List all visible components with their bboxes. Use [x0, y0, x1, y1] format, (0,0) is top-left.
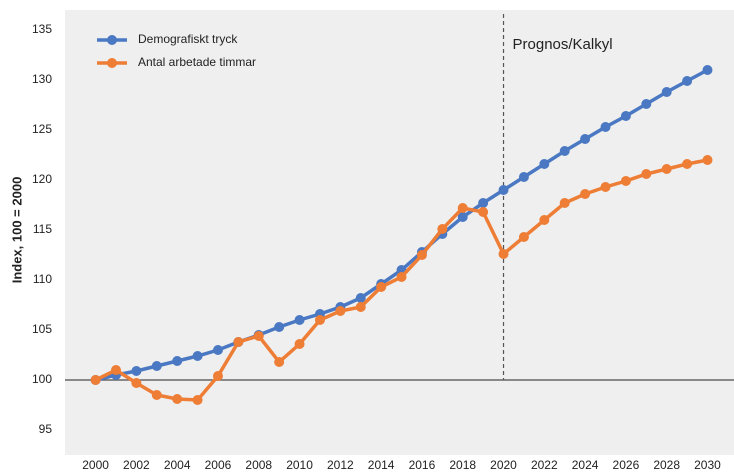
data-point [641, 99, 652, 109]
data-point [457, 212, 468, 222]
x-tick-label: 2016 [409, 458, 436, 472]
data-point [682, 159, 693, 169]
data-point [151, 361, 162, 371]
annotation: Prognos/Kalkyl [513, 36, 613, 53]
data-point [539, 159, 550, 169]
x-tick-label: 2012 [327, 458, 354, 472]
x-tick-label: 2028 [653, 458, 680, 472]
y-tick-label: 135 [32, 22, 52, 36]
x-tick-label: 2008 [245, 458, 272, 472]
x-tick-label: 2004 [164, 458, 191, 472]
y-tick-label: 95 [39, 422, 53, 436]
x-tick-label: 2030 [694, 458, 721, 472]
data-point [172, 356, 183, 366]
y-tick-label: 120 [32, 172, 52, 186]
data-point [682, 76, 693, 86]
data-point [314, 315, 325, 325]
data-point [274, 357, 285, 367]
data-point [620, 176, 631, 186]
data-point [539, 215, 550, 225]
data-point [233, 337, 244, 347]
data-point [192, 395, 203, 405]
y-tick-label: 110 [33, 272, 52, 286]
x-tick-label: 2022 [531, 458, 558, 472]
x-tick-label: 2018 [449, 458, 476, 472]
data-point [478, 207, 489, 217]
x-tick-label: 2024 [572, 458, 599, 472]
data-point [212, 345, 223, 355]
data-point [661, 164, 672, 174]
data-point [559, 146, 570, 156]
data-point [376, 282, 387, 292]
data-point [457, 203, 468, 213]
data-point [110, 365, 121, 375]
x-tick-label: 2020 [490, 458, 517, 472]
data-point [416, 250, 427, 260]
data-point [274, 322, 285, 332]
y-tick-label: 105 [32, 322, 52, 336]
y-tick-label: 130 [32, 72, 52, 86]
data-point [253, 331, 264, 341]
x-tick-label: 2002 [123, 458, 150, 472]
data-point [355, 293, 366, 303]
plot-background [65, 10, 734, 455]
y-tick-label: 115 [33, 222, 52, 236]
y-tick-label: 100 [32, 372, 52, 386]
data-point [478, 198, 489, 208]
x-tick-label: 2026 [613, 458, 640, 472]
y-axis-title: Index, 100 = 2000 [9, 177, 24, 284]
data-point [212, 371, 223, 381]
legend-marker [107, 35, 117, 45]
y-tick-label: 125 [32, 122, 52, 136]
data-point [396, 272, 407, 282]
x-tick-label: 2000 [82, 458, 109, 472]
data-point [172, 394, 183, 404]
data-point [702, 65, 713, 75]
data-point [294, 315, 305, 325]
x-tick-label: 2014 [368, 458, 395, 472]
data-point [620, 111, 631, 121]
data-point [702, 155, 713, 165]
data-point [131, 378, 142, 388]
data-point [600, 122, 611, 132]
data-point [600, 182, 611, 192]
x-tick-label: 2006 [205, 458, 232, 472]
data-point [90, 375, 101, 385]
legend-marker [107, 58, 117, 68]
data-point [294, 339, 305, 349]
data-point [580, 189, 591, 199]
data-point [498, 249, 509, 259]
data-point [355, 302, 366, 312]
data-point [580, 134, 591, 144]
data-point [641, 169, 652, 179]
data-point [559, 198, 570, 208]
data-point [192, 351, 203, 361]
data-point [518, 232, 529, 242]
data-point [131, 366, 142, 376]
legend-label: Demografiskt tryck [138, 32, 238, 46]
x-tick-label: 2010 [286, 458, 313, 472]
data-point [437, 224, 448, 234]
legend-label: Antal arbetade timmar [138, 55, 256, 69]
data-point [518, 172, 529, 182]
data-point [335, 306, 346, 316]
data-point [151, 390, 162, 400]
data-point [498, 185, 509, 195]
data-point [661, 87, 672, 97]
